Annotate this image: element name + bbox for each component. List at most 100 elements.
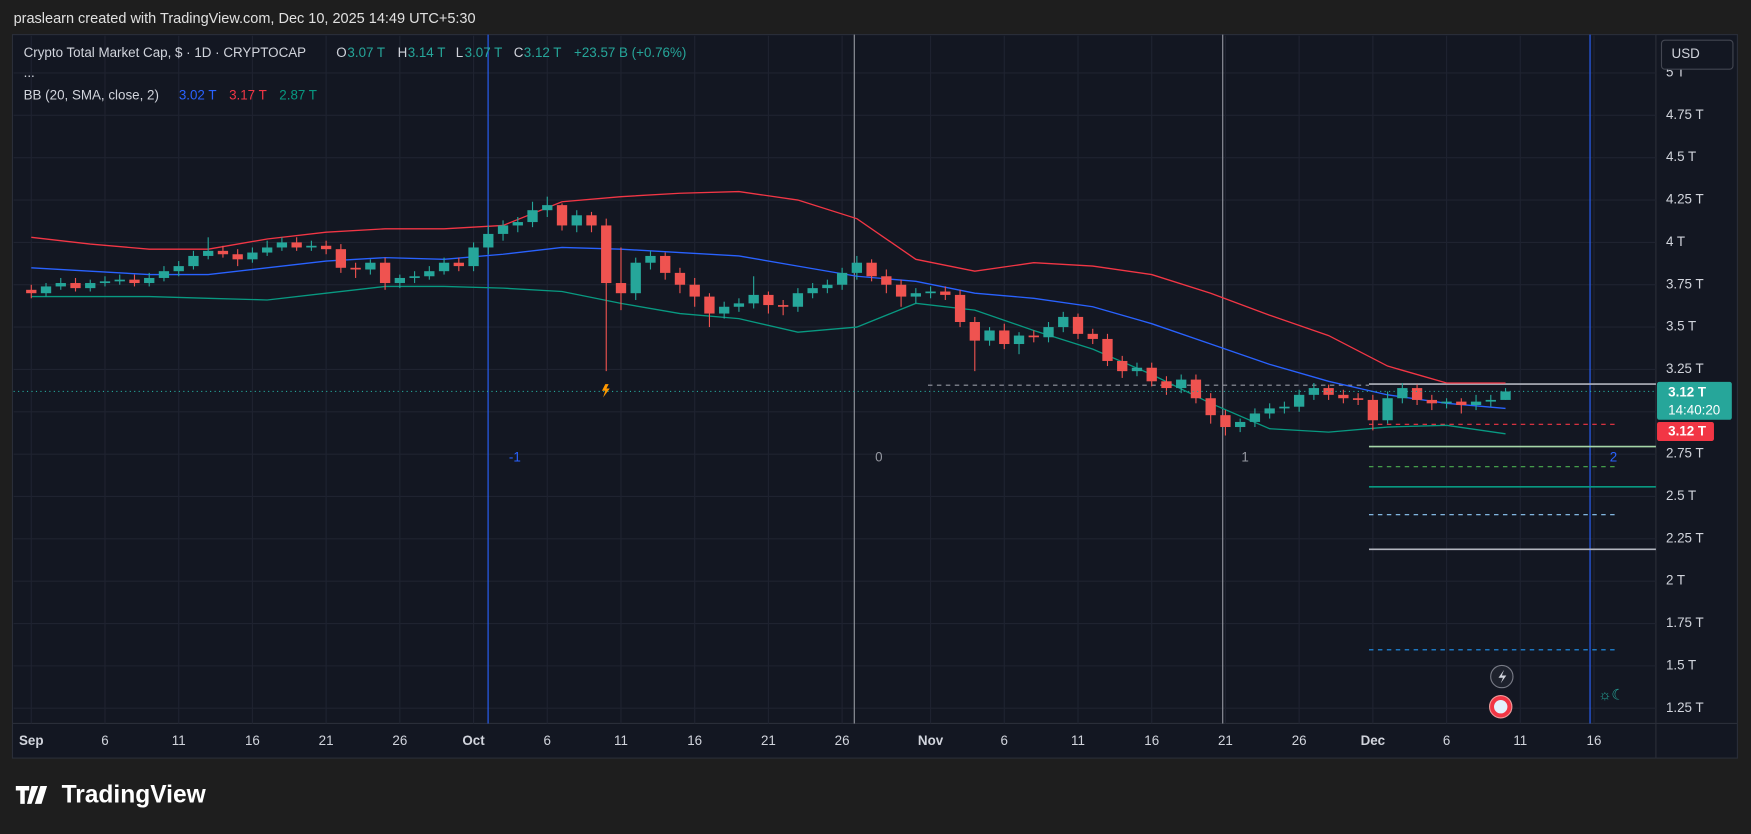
candle-body <box>1470 401 1482 406</box>
ohlc-key: O <box>336 45 346 60</box>
x-tick-label: 11 <box>1071 733 1085 748</box>
candle-body <box>851 262 863 273</box>
candle-body <box>203 250 214 256</box>
x-tick-label: 21 <box>1218 733 1233 748</box>
y-tick-label: 4.25 T <box>1666 192 1704 207</box>
x-tick-label: Dec <box>1361 733 1386 748</box>
ohlc-value: 3.07 T <box>347 45 385 60</box>
candle-body <box>1279 406 1290 409</box>
candle-body <box>1102 338 1113 361</box>
candle-body <box>1176 379 1187 389</box>
price-tag <box>1657 381 1732 420</box>
candle-body <box>1411 388 1423 400</box>
candle-body <box>1131 367 1143 372</box>
x-tick-label: 16 <box>245 733 260 748</box>
candle-body <box>1249 413 1261 422</box>
level-label: 1 <box>1241 449 1248 464</box>
x-tick-label: 6 <box>1443 733 1450 748</box>
change: +23.57 B (+0.76%) <box>574 45 686 60</box>
candle-body <box>350 267 361 270</box>
candle-body <box>1072 316 1084 334</box>
x-tick-label: 16 <box>1144 733 1159 748</box>
candle-body <box>85 283 96 289</box>
candle-body <box>615 283 627 294</box>
candle-body <box>586 215 597 226</box>
indicator-value: 3.02 T <box>179 88 217 103</box>
candle-body <box>719 306 730 314</box>
ohlc-value: 3.14 T <box>408 45 446 60</box>
candle-body <box>1087 333 1098 339</box>
candle-body <box>645 255 656 263</box>
candle-body <box>1235 421 1246 428</box>
candle-body <box>1338 394 1349 399</box>
candle-body <box>792 293 804 307</box>
candle-body <box>394 277 406 284</box>
x-tick-label: 26 <box>392 733 407 748</box>
x-tick-label: 6 <box>1001 733 1008 748</box>
session-icon: ☼☾ <box>1598 687 1624 703</box>
candle-body <box>1117 360 1128 372</box>
candle-body <box>409 276 420 278</box>
candle-body <box>807 288 818 294</box>
y-tick-label: 2 T <box>1666 573 1685 588</box>
candle-body <box>763 294 774 306</box>
candle-body <box>733 303 745 307</box>
candle-body <box>836 272 848 285</box>
currency: USD <box>1672 46 1701 61</box>
x-tick-label: 26 <box>835 733 850 748</box>
y-tick-label: 3.75 T <box>1666 276 1704 291</box>
candle-body <box>660 255 671 273</box>
level-label: 0 <box>875 449 882 464</box>
price-tag-value: 3.12 T <box>1668 385 1707 400</box>
candle-body <box>630 262 641 294</box>
candle-body <box>1043 327 1054 338</box>
candle-body <box>306 245 317 248</box>
event-icon <box>601 384 610 398</box>
candle-body <box>999 330 1010 345</box>
y-tick-label: 4 T <box>1666 234 1685 249</box>
candle-body <box>320 245 332 250</box>
candle-body <box>969 322 980 341</box>
candle-body <box>1013 335 1025 345</box>
candle-body <box>1146 367 1157 382</box>
candle-body <box>453 262 464 267</box>
candle-body <box>335 249 347 268</box>
candle-body <box>556 205 568 226</box>
axes: 1.25 T1.5 T1.75 T2 T2.25 T2.5 T2.75 T3 T… <box>19 65 1704 748</box>
y-tick-label: 1.5 T <box>1666 657 1696 672</box>
level-tag-value: 3.12 T <box>1668 424 1707 439</box>
x-tick-label: 11 <box>614 733 628 748</box>
candle-body <box>1382 398 1393 421</box>
x-tick-label: 26 <box>1292 733 1307 748</box>
plot <box>13 190 1656 436</box>
level-tag <box>1657 422 1714 442</box>
candle-body <box>1205 398 1216 416</box>
candle-body <box>1352 398 1364 400</box>
candle-body <box>704 296 715 314</box>
candle-body <box>954 294 966 323</box>
candle-body <box>1485 399 1496 402</box>
candle-body <box>822 284 833 289</box>
candle-body <box>1426 399 1437 404</box>
candle-body <box>1397 388 1408 399</box>
candle-body <box>1500 391 1511 400</box>
logo-mark <box>15 785 48 804</box>
candle-body <box>262 247 273 253</box>
more[interactable]: ... <box>24 65 35 80</box>
candle-body <box>1264 408 1275 414</box>
candle-body <box>601 225 612 284</box>
candle-body <box>173 266 184 272</box>
x-tick-label: 6 <box>544 733 551 748</box>
currency-button[interactable] <box>1660 39 1734 70</box>
drawings: -1 0 1 2 ☼☾ <box>487 34 1656 724</box>
candle-body <box>468 247 479 267</box>
candle-body <box>144 277 155 284</box>
candle-body <box>70 283 81 289</box>
candle-body <box>129 279 140 284</box>
candle-body <box>1441 401 1452 404</box>
candle-body <box>895 284 907 297</box>
indicator-value: 3.17 T <box>229 88 267 103</box>
price-tag-countdown: 14:40:20 <box>1668 402 1720 417</box>
candle-body <box>55 283 66 287</box>
